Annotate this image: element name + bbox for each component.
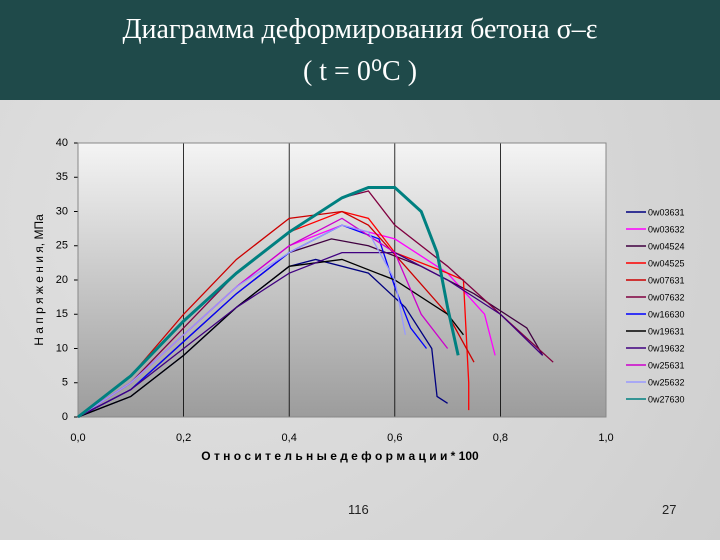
data-line: [77, 224, 406, 418]
y-tick-label: 10: [56, 342, 68, 354]
page-number-left: 116: [348, 502, 369, 517]
legend-label: 0w19632: [648, 343, 685, 353]
x-tick-label: 1,0: [598, 432, 613, 444]
legend-label: 0w07631: [648, 275, 685, 285]
data-line: [77, 186, 460, 419]
slide-title: Диаграмма деформирования бетона σ–ε: [122, 14, 598, 45]
y-tick-label: 5: [62, 377, 68, 389]
data-line: [77, 251, 544, 418]
y-tick-label: 30: [56, 205, 68, 217]
data-line: [77, 258, 464, 418]
x-tick-label: 0,6: [387, 432, 402, 444]
x-tick-label: 0,0: [70, 432, 85, 444]
plot-area: [78, 143, 606, 417]
y-tick-label: 20: [56, 274, 68, 286]
legend-label: 0w03632: [648, 224, 685, 234]
x-tick-label: 0,4: [282, 432, 297, 444]
legend-label: 0w03631: [648, 207, 685, 217]
legend-label: 0w04524: [648, 241, 685, 251]
chart: О т н о с и т е л ь н ы е д е ф о р м а …: [32, 137, 685, 463]
y-tick-label: 15: [56, 308, 68, 320]
x-tick-label: 0,8: [493, 432, 508, 444]
legend-label: 0w07632: [648, 292, 685, 302]
y-axis-label: Н а п р я ж е н и я, МПа: [32, 214, 46, 346]
legend-label: 0w16630: [648, 309, 685, 319]
slide-subtitle: ( t = 0⁰C ): [302, 56, 418, 87]
legend-label: 0w27630: [648, 394, 685, 404]
y-tick-label: 0: [62, 411, 68, 423]
y-tick-label: 25: [56, 240, 68, 252]
x-tick-label: 0,2: [176, 432, 191, 444]
legend-label: 0w04525: [648, 258, 685, 268]
page-number-right: 27: [662, 502, 677, 517]
x-axis-label: О т н о с и т е л ь н ы е д е ф о р м а …: [201, 449, 479, 463]
legend-label: 0w25632: [648, 377, 685, 387]
slide: Диаграмма деформирования бетона σ–ε ( t …: [0, 0, 720, 540]
y-tick-label: 35: [56, 171, 68, 183]
plot-border: [77, 142, 607, 418]
header-band: Диаграмма деформирования бетона σ–ε ( t …: [0, 0, 720, 100]
legend-label: 0w19631: [648, 326, 685, 336]
legend-label: 0w25631: [648, 360, 685, 370]
y-tick-label: 40: [56, 137, 68, 149]
